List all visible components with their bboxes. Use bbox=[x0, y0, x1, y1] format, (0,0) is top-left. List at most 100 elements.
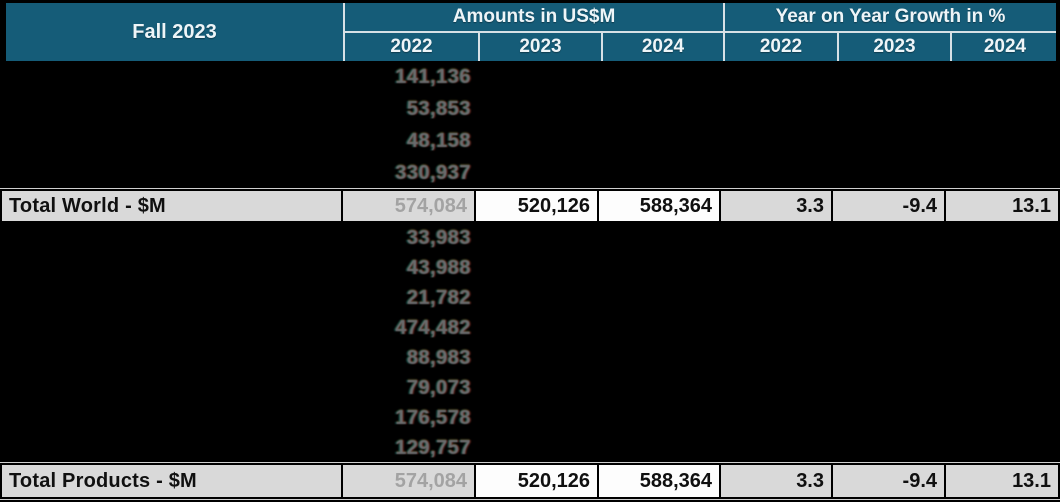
total-row-label: Total Products - $M bbox=[2, 465, 343, 497]
table-row: 330,937 bbox=[0, 157, 1060, 189]
table-row: 53,853 bbox=[0, 93, 1060, 125]
amount-2022-cell: 21,782 bbox=[406, 286, 471, 309]
table-row: 129,757 bbox=[0, 433, 1060, 463]
empty-cell bbox=[948, 433, 1060, 463]
empty-cell bbox=[478, 433, 601, 463]
total-value-cell: 520,126 bbox=[476, 465, 599, 497]
empty-cell bbox=[723, 125, 835, 157]
growth-group-label: Year on Year Growth in % bbox=[725, 3, 1056, 33]
amount-2022-cell: 474,482 bbox=[395, 316, 471, 339]
empty-cell bbox=[478, 253, 601, 283]
empty-cell bbox=[601, 125, 723, 157]
empty-cell bbox=[601, 157, 723, 189]
total-value-cell: -9.4 bbox=[833, 465, 946, 497]
empty-cell bbox=[948, 125, 1060, 157]
row-label-cell bbox=[0, 223, 345, 253]
empty-cell bbox=[478, 373, 601, 403]
empty-cell bbox=[723, 373, 835, 403]
total-value-cell: -9.4 bbox=[833, 191, 946, 221]
empty-cell bbox=[948, 403, 1060, 433]
table-row: 43,988 bbox=[0, 253, 1060, 283]
total-value-cell: 3.3 bbox=[721, 465, 833, 497]
amount-2022-cell: 48,158 bbox=[406, 129, 471, 152]
empty-cell bbox=[601, 253, 723, 283]
empty-cell bbox=[948, 373, 1060, 403]
empty-cell bbox=[601, 313, 723, 343]
table-row: 474,482 bbox=[0, 313, 1060, 343]
table-title: Fall 2023 bbox=[6, 3, 345, 61]
growth-year-2022: 2022 bbox=[759, 36, 803, 57]
growth-year-row: 2022 2023 2024 bbox=[725, 33, 1056, 61]
empty-cell bbox=[948, 283, 1060, 313]
row-label-cell bbox=[0, 125, 345, 157]
amount-2022-cell: 129,757 bbox=[395, 436, 471, 459]
empty-cell bbox=[478, 157, 601, 189]
empty-cell bbox=[478, 61, 601, 93]
empty-cell bbox=[835, 373, 948, 403]
empty-cell bbox=[835, 61, 948, 93]
row-label-cell bbox=[0, 343, 345, 373]
empty-cell bbox=[478, 283, 601, 313]
table-row: 88,983 bbox=[0, 343, 1060, 373]
table-row: 48,158 bbox=[0, 125, 1060, 157]
amount-2022-cell: 33,983 bbox=[406, 226, 471, 249]
empty-cell bbox=[835, 253, 948, 283]
growth-group-header: Year on Year Growth in % 2022 2023 2024 bbox=[723, 3, 1056, 61]
empty-cell bbox=[478, 403, 601, 433]
empty-cell bbox=[601, 61, 723, 93]
growth-year-2023: 2023 bbox=[837, 33, 950, 61]
amounts-group-header: Amounts in US$M 2022 2023 2024 bbox=[345, 3, 723, 61]
total-products-row: Total Products - $M 574,084 520,126 588,364… bbox=[0, 463, 1060, 499]
total-value-cell: 13.1 bbox=[946, 191, 1058, 221]
row-label-cell bbox=[0, 283, 345, 313]
empty-cell bbox=[835, 343, 948, 373]
empty-cell bbox=[723, 283, 835, 313]
empty-cell bbox=[723, 403, 835, 433]
amount-2022-cell: 79,073 bbox=[406, 376, 471, 399]
empty-cell bbox=[835, 93, 948, 125]
table-row: 33,983 bbox=[0, 223, 1060, 253]
empty-cell bbox=[723, 313, 835, 343]
empty-cell bbox=[948, 343, 1060, 373]
total-value-cell: 588,364 bbox=[599, 465, 721, 497]
empty-cell bbox=[835, 125, 948, 157]
table-body: 141,136 53,853 48,158 330,937 Total World - … bbox=[0, 61, 1060, 499]
amounts-year-2023: 2023 bbox=[478, 33, 601, 61]
empty-cell bbox=[478, 223, 601, 253]
row-label-cell bbox=[0, 61, 345, 93]
amount-2022-cell: 330,937 bbox=[395, 161, 471, 184]
empty-cell bbox=[478, 125, 601, 157]
empty-cell bbox=[723, 223, 835, 253]
empty-cell bbox=[835, 223, 948, 253]
table-header: Fall 2023 Amounts in US$M 2022 2023 2024… bbox=[6, 3, 1056, 61]
empty-cell bbox=[723, 253, 835, 283]
empty-cell bbox=[723, 343, 835, 373]
empty-cell bbox=[601, 373, 723, 403]
table-row: 141,136 bbox=[0, 61, 1060, 93]
total-world-row: Total World - $M 574,084 520,126 588,364 3.3… bbox=[0, 189, 1060, 223]
empty-cell bbox=[835, 283, 948, 313]
row-label-cell bbox=[0, 253, 345, 283]
empty-cell bbox=[948, 61, 1060, 93]
row-label-cell bbox=[0, 313, 345, 343]
empty-cell bbox=[478, 93, 601, 125]
total-value-cell: 574,084 bbox=[343, 465, 476, 497]
empty-cell bbox=[601, 93, 723, 125]
total-value-cell: 574,084 bbox=[343, 191, 476, 221]
empty-cell bbox=[723, 93, 835, 125]
amounts-year-2024: 2024 bbox=[601, 33, 723, 61]
empty-cell bbox=[723, 433, 835, 463]
empty-cell bbox=[601, 343, 723, 373]
amount-2022-cell: 88,983 bbox=[406, 346, 471, 369]
row-label-cell bbox=[0, 403, 345, 433]
empty-cell bbox=[835, 403, 948, 433]
empty-cell bbox=[948, 253, 1060, 283]
empty-cell bbox=[478, 313, 601, 343]
empty-cell bbox=[601, 403, 723, 433]
table-row: 79,073 bbox=[0, 373, 1060, 403]
row-label-cell bbox=[0, 93, 345, 125]
empty-cell bbox=[478, 343, 601, 373]
total-row-label: Total World - $M bbox=[2, 191, 343, 221]
empty-cell bbox=[948, 93, 1060, 125]
